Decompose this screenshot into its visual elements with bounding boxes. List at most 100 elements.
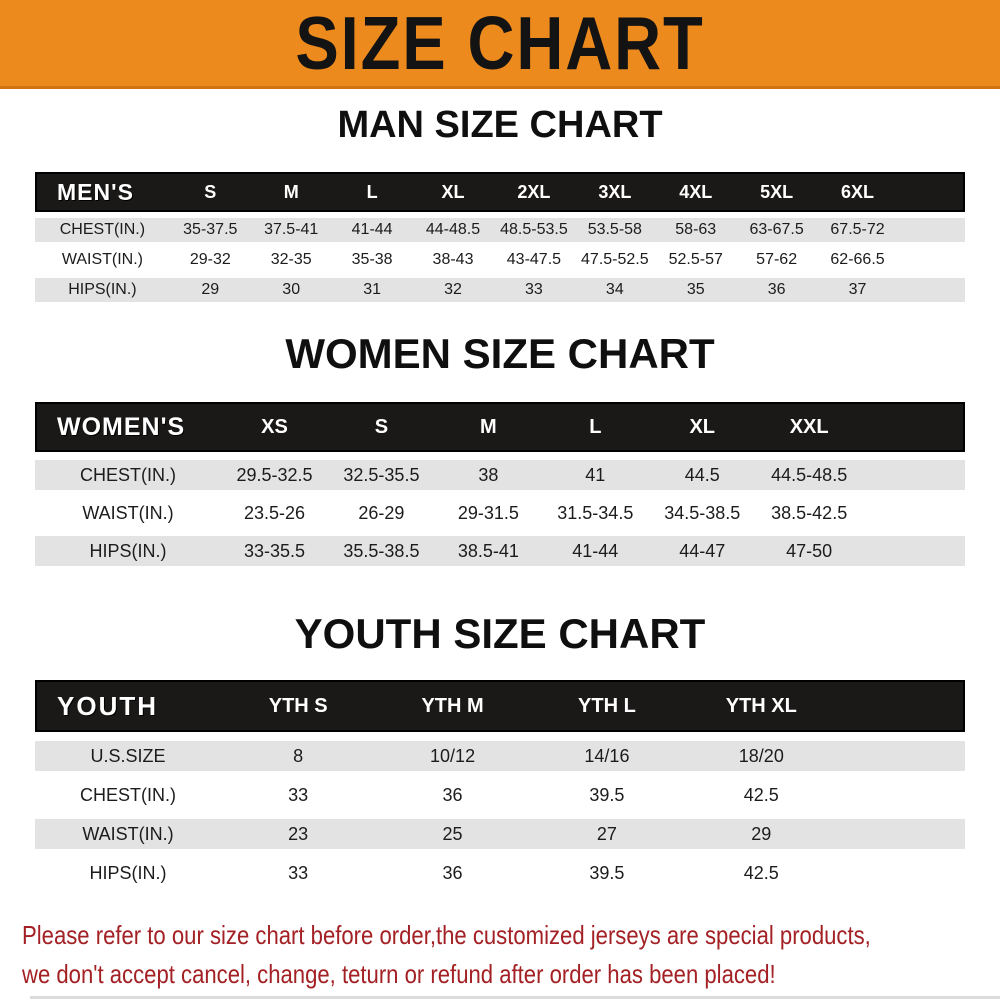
col-header: L bbox=[541, 402, 649, 452]
size-cell: 36 bbox=[736, 278, 818, 302]
size-cell: 38-43 bbox=[412, 248, 494, 272]
women-header-row: WOMEN'S XS S M L XL XXL bbox=[35, 402, 965, 452]
size-cell: 37.5-41 bbox=[250, 218, 332, 242]
youth-section-title: YOUTH SIZE CHART bbox=[294, 610, 706, 657]
col-header: 4XL bbox=[655, 172, 737, 212]
size-cell: 44-47 bbox=[648, 536, 756, 566]
col-header: 5XL bbox=[736, 172, 818, 212]
size-cell: 27 bbox=[529, 819, 685, 849]
row-label: HIPS(IN.) bbox=[35, 278, 170, 302]
size-cell: 35-37.5 bbox=[169, 218, 251, 242]
size-cell: 48.5-53.5 bbox=[493, 218, 575, 242]
disclaimer-line-2: we don't accept cancel, change, teturn o… bbox=[22, 959, 776, 989]
size-cell: 33 bbox=[221, 780, 376, 810]
size-cell: 29 bbox=[684, 819, 839, 849]
col-header: XXL bbox=[755, 402, 863, 452]
row-spacer bbox=[838, 741, 965, 771]
row-spacer bbox=[898, 248, 965, 272]
size-cell: 47-50 bbox=[755, 536, 863, 566]
table-row: WAIST(IN.) 29-32 32-35 35-38 38-43 43-47… bbox=[35, 248, 965, 272]
size-cell: 38 bbox=[434, 460, 542, 490]
size-cell: 67.5-72 bbox=[817, 218, 898, 242]
men-header-label: MEN'S bbox=[35, 172, 170, 212]
row-spacer bbox=[862, 536, 965, 566]
header-spacer bbox=[838, 680, 965, 732]
size-cell: 42.5 bbox=[684, 780, 839, 810]
table-row: WAIST(IN.) 23 25 27 29 bbox=[35, 819, 965, 849]
size-cell: 30 bbox=[250, 278, 332, 302]
size-cell: 44.5 bbox=[648, 460, 756, 490]
size-cell: 26-29 bbox=[327, 498, 435, 528]
size-cell: 35 bbox=[655, 278, 737, 302]
row-label: WAIST(IN.) bbox=[35, 819, 221, 849]
col-header: XL bbox=[648, 402, 756, 452]
row-label: CHEST(IN.) bbox=[35, 460, 222, 490]
women-size-table: WOMEN'S XS S M L XL XXL CHEST(IN.) 29.5-… bbox=[35, 394, 965, 574]
col-header: 3XL bbox=[574, 172, 656, 212]
women-header-label: WOMEN'S bbox=[35, 402, 222, 452]
size-cell: 33 bbox=[493, 278, 575, 302]
size-cell: 31 bbox=[331, 278, 413, 302]
size-cell: 23.5-26 bbox=[221, 498, 328, 528]
size-cell: 63-67.5 bbox=[736, 218, 818, 242]
table-row: CHEST(IN.) 29.5-32.5 32.5-35.5 38 41 44.… bbox=[35, 460, 965, 490]
col-header: S bbox=[169, 172, 251, 212]
size-cell: 35-38 bbox=[331, 248, 413, 272]
bottom-edge-line bbox=[30, 996, 1000, 999]
size-cell: 29-31.5 bbox=[434, 498, 542, 528]
size-cell: 32 bbox=[412, 278, 494, 302]
size-cell: 10/12 bbox=[375, 741, 530, 771]
women-section-title: WOMEN SIZE CHART bbox=[285, 330, 715, 377]
size-cell: 42.5 bbox=[684, 858, 839, 888]
col-header: YTH M bbox=[375, 680, 530, 732]
row-spacer bbox=[862, 498, 965, 528]
size-cell: 44.5-48.5 bbox=[755, 460, 863, 490]
size-cell: 43-47.5 bbox=[493, 248, 575, 272]
size-cell: 33 bbox=[221, 858, 376, 888]
size-cell: 18/20 bbox=[684, 741, 839, 771]
youth-header-row: YOUTH YTH S YTH M YTH L YTH XL bbox=[35, 680, 965, 732]
table-row: HIPS(IN.) 29 30 31 32 33 34 35 36 37 bbox=[35, 278, 965, 302]
size-cell: 32-35 bbox=[250, 248, 332, 272]
size-cell: 39.5 bbox=[529, 858, 685, 888]
col-header: XL bbox=[412, 172, 494, 212]
size-cell: 35.5-38.5 bbox=[327, 536, 435, 566]
row-label: HIPS(IN.) bbox=[35, 536, 222, 566]
size-cell: 14/16 bbox=[529, 741, 685, 771]
youth-size-table: YOUTH YTH S YTH M YTH L YTH XL U.S.SIZE … bbox=[35, 671, 965, 897]
row-spacer bbox=[838, 780, 965, 810]
col-header: YTH S bbox=[221, 680, 376, 732]
men-header-row: MEN'S S M L XL 2XL 3XL 4XL 5XL 6XL bbox=[35, 172, 965, 212]
row-label: HIPS(IN.) bbox=[35, 858, 221, 888]
col-header: YTH L bbox=[529, 680, 685, 732]
row-label: CHEST(IN.) bbox=[35, 218, 170, 242]
size-cell: 29-32 bbox=[169, 248, 251, 272]
men-size-table: MEN'S S M L XL 2XL 3XL 4XL 5XL 6XL CHEST… bbox=[35, 166, 965, 308]
disclaimer-line-1: Please refer to our size chart before or… bbox=[22, 920, 871, 950]
row-spacer bbox=[898, 218, 965, 242]
col-header: 2XL bbox=[493, 172, 575, 212]
size-cell: 23 bbox=[221, 819, 376, 849]
header-spacer bbox=[862, 402, 965, 452]
size-cell: 34.5-38.5 bbox=[648, 498, 756, 528]
row-spacer bbox=[898, 278, 965, 302]
size-cell: 8 bbox=[221, 741, 376, 771]
size-cell: 62-66.5 bbox=[817, 248, 898, 272]
men-section-title: MAN SIZE CHART bbox=[337, 104, 663, 146]
size-cell: 36 bbox=[375, 858, 530, 888]
size-cell: 44-48.5 bbox=[412, 218, 494, 242]
size-cell: 41-44 bbox=[541, 536, 649, 566]
size-cell: 41 bbox=[541, 460, 649, 490]
size-cell: 41-44 bbox=[331, 218, 413, 242]
col-header: M bbox=[434, 402, 542, 452]
size-cell: 37 bbox=[817, 278, 898, 302]
table-row: HIPS(IN.) 33 36 39.5 42.5 bbox=[35, 858, 965, 888]
size-cell: 52.5-57 bbox=[655, 248, 737, 272]
row-label: U.S.SIZE bbox=[35, 741, 221, 771]
row-label: CHEST(IN.) bbox=[35, 780, 221, 810]
size-cell: 38.5-42.5 bbox=[755, 498, 863, 528]
header-spacer bbox=[898, 172, 965, 212]
size-cell: 25 bbox=[375, 819, 530, 849]
page-title: SIZE CHART bbox=[295, 0, 705, 86]
col-header: YTH XL bbox=[684, 680, 839, 732]
